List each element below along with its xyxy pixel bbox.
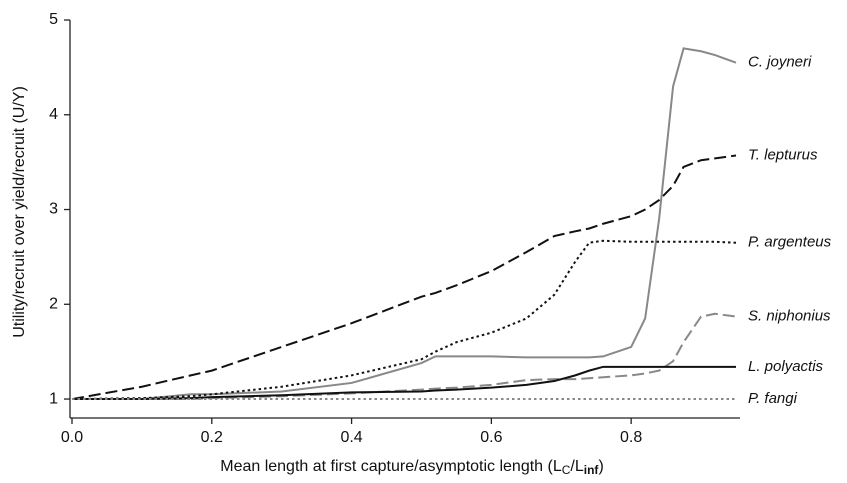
series-label: S. niphonius <box>748 308 831 325</box>
x-tick-label: 0.4 <box>340 429 362 446</box>
x-axis-label: Mean length at first capture/asymptotic … <box>220 458 604 477</box>
y-tick-label: 3 <box>49 201 58 218</box>
y-tick-label: 2 <box>49 296 58 313</box>
series-line <box>71 239 737 401</box>
x-tick-label: 0.2 <box>201 429 223 446</box>
series-line <box>72 365 736 401</box>
y-axis-label: Utility/recruit over yield/recruit (U/Y) <box>11 86 28 338</box>
y-tick-label: 1 <box>49 390 58 407</box>
series-label: P. argenteus <box>748 234 832 251</box>
x-tick-label: 0.0 <box>61 429 83 446</box>
y-tick-label: 4 <box>49 106 58 123</box>
series-line <box>72 47 737 401</box>
x-label-part: ) <box>598 458 603 475</box>
x-tick-label: 0.6 <box>480 429 502 446</box>
series-line <box>72 312 737 401</box>
x-label-part: Mean length at first capture/asymptotic … <box>220 458 562 475</box>
series-label: C. joyneri <box>748 54 812 71</box>
series-label: P. fangi <box>748 390 798 407</box>
series-line <box>71 154 737 401</box>
y-tick-label: 5 <box>49 11 58 28</box>
x-tick-label: 0.8 <box>620 429 642 446</box>
series-label: T. lepturus <box>748 146 818 163</box>
series-label: L. polyactis <box>748 358 824 375</box>
x-label-part: /L <box>570 458 583 475</box>
x-label-sub: C <box>562 463 571 477</box>
x-label-sub: inf <box>584 463 600 477</box>
